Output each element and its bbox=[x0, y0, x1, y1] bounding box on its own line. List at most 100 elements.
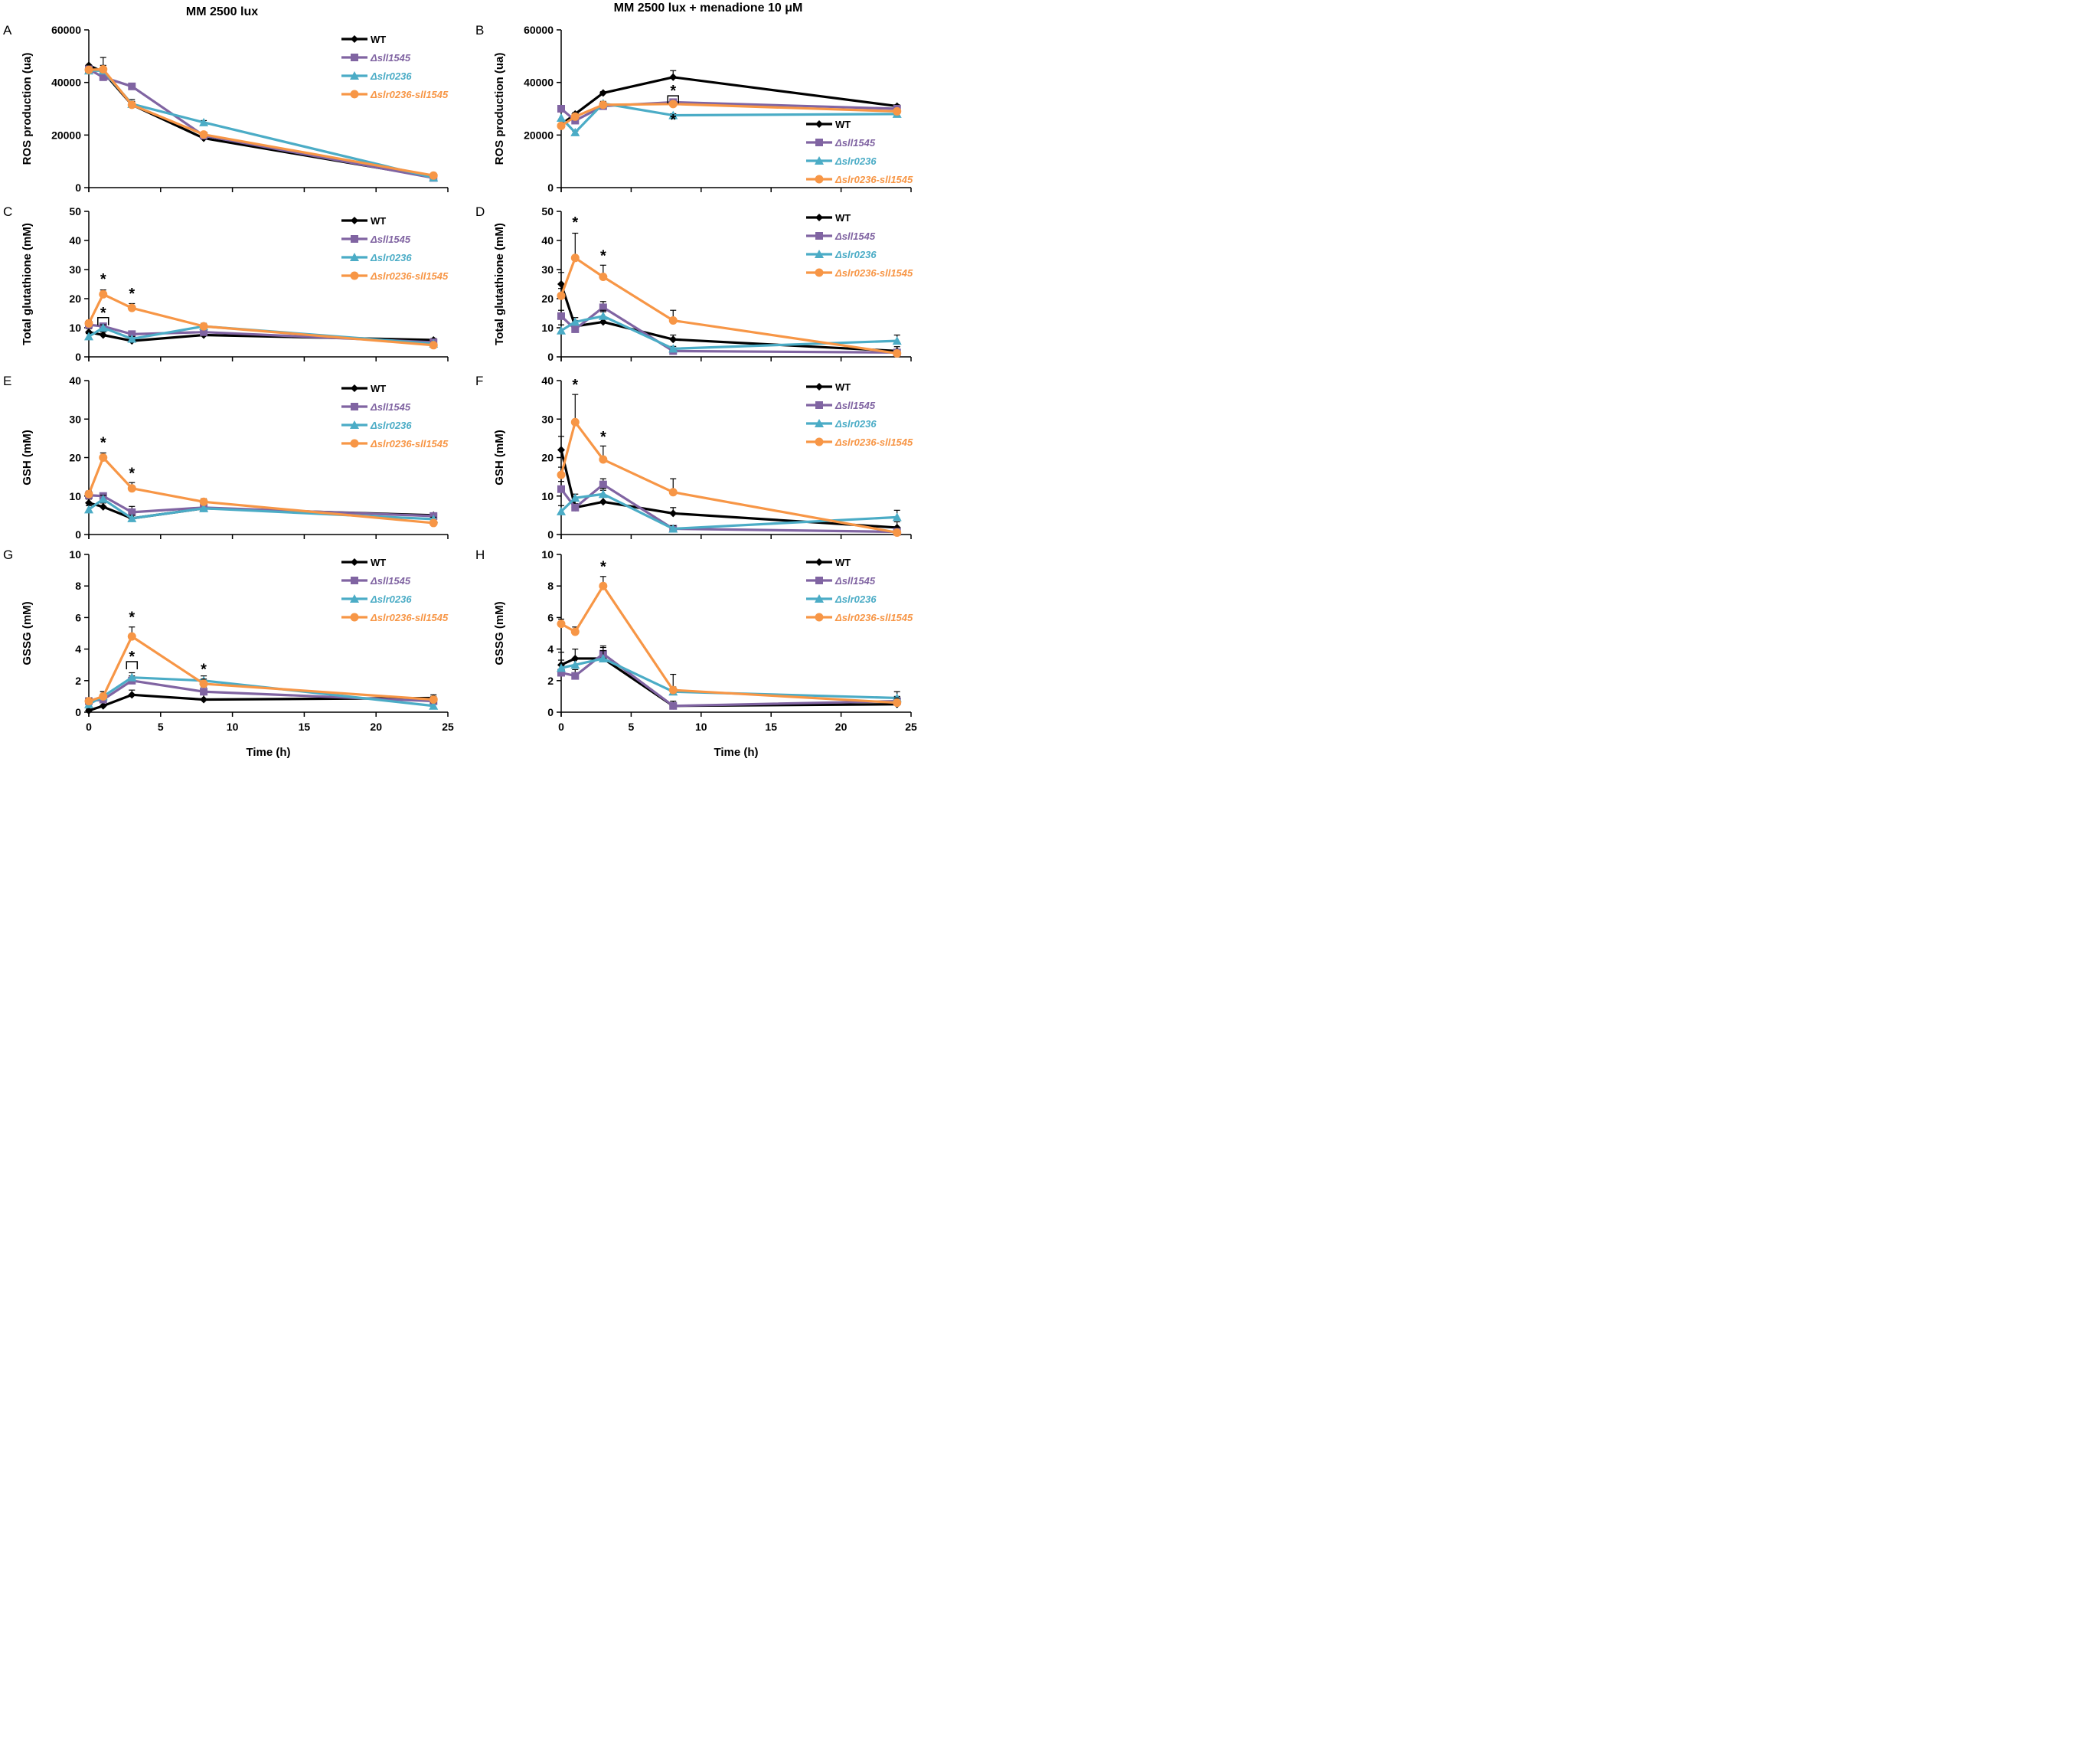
y-tick-label: 6 bbox=[547, 611, 554, 623]
data-point bbox=[199, 117, 209, 126]
legend-marker bbox=[351, 235, 358, 243]
legend-marker bbox=[351, 558, 358, 566]
data-point bbox=[200, 328, 208, 336]
legend-label: Δslr0236 bbox=[370, 252, 412, 263]
significance-marker: * bbox=[600, 429, 606, 446]
y-tick-label: 4 bbox=[75, 643, 81, 656]
legend-marker bbox=[815, 214, 823, 221]
y-tick-label: 30 bbox=[541, 413, 554, 425]
legend: WT Δsll1545 Δslr0236 Δslr0236-sll1545 bbox=[341, 383, 449, 450]
legend-label: Δslr0236-sll1545 bbox=[370, 438, 449, 450]
data-point bbox=[127, 484, 136, 493]
y-tick-label: 50 bbox=[69, 205, 81, 217]
panel-e: E 0 10 20 30 40 GSH (mM) * * WT Δsll1545 Δslr0236 Δs… bbox=[3, 374, 449, 541]
legend-marker bbox=[350, 420, 359, 429]
data-point bbox=[557, 105, 565, 113]
legend-marker bbox=[351, 577, 358, 584]
data-point bbox=[84, 319, 93, 328]
data-point bbox=[892, 336, 902, 345]
y-tick-label: 2 bbox=[75, 675, 81, 687]
series--slr0236-sll1545 bbox=[557, 394, 902, 537]
data-point bbox=[599, 89, 607, 97]
data-point bbox=[570, 417, 580, 427]
significance-marker: * bbox=[129, 610, 135, 626]
series-wt bbox=[557, 272, 901, 355]
series--slr0236-sll1545 bbox=[557, 232, 902, 358]
data-point bbox=[599, 455, 608, 464]
x-tick-label: 5 bbox=[158, 721, 164, 733]
data-point bbox=[599, 100, 608, 110]
panel-letter: B bbox=[475, 23, 484, 38]
series-line bbox=[88, 635, 434, 703]
legend-label: Δslr0236 bbox=[834, 249, 877, 260]
legend-label: WT bbox=[371, 383, 386, 394]
y-axis-title: GSH (mM) bbox=[21, 430, 34, 486]
data-point bbox=[557, 325, 566, 335]
series-line bbox=[88, 494, 434, 518]
significance-marker: * bbox=[100, 305, 106, 322]
data-point bbox=[84, 65, 93, 74]
data-point bbox=[127, 672, 137, 682]
panel-c: C 0 10 20 30 40 50 Total glutathione (mM) * * * WT Δ… bbox=[3, 204, 449, 363]
data-point bbox=[557, 312, 565, 320]
series--slr0236-sll1545 bbox=[84, 289, 438, 350]
data-point bbox=[669, 509, 678, 518]
legend-marker bbox=[815, 437, 824, 446]
significance-bracket bbox=[126, 661, 139, 670]
legend-label: Δslr0236-sll1545 bbox=[370, 612, 449, 623]
y-tick-label: 40000 bbox=[51, 77, 81, 89]
data-point bbox=[598, 311, 608, 320]
panel-letter: H bbox=[475, 548, 485, 562]
legend-label: Δsll1545 bbox=[834, 137, 876, 149]
y-tick-label: 0 bbox=[75, 181, 81, 194]
data-point bbox=[99, 453, 108, 462]
y-tick-label: 40 bbox=[541, 234, 554, 247]
y-tick-label: 0 bbox=[75, 528, 81, 541]
data-point bbox=[99, 331, 107, 339]
y-tick-label: 60000 bbox=[524, 24, 554, 36]
data-point bbox=[669, 73, 678, 81]
significance-marker: * bbox=[670, 83, 676, 100]
data-point bbox=[668, 524, 678, 533]
series--slr0236 bbox=[84, 66, 439, 181]
data-point bbox=[429, 695, 438, 705]
series-line bbox=[88, 67, 434, 177]
x-tick-label: 5 bbox=[629, 721, 635, 733]
data-point bbox=[893, 348, 902, 358]
legend-marker bbox=[815, 613, 824, 622]
panel-letter: D bbox=[475, 204, 485, 219]
legend: WT Δsll1545 Δslr0236 Δslr0236-sll1545 bbox=[806, 557, 913, 623]
legend-marker bbox=[350, 71, 359, 80]
y-tick-label: 0 bbox=[547, 528, 554, 541]
data-point bbox=[599, 480, 607, 489]
data-point bbox=[892, 512, 902, 522]
significance-marker: * bbox=[572, 377, 578, 394]
y-tick-label: 20 bbox=[541, 293, 554, 305]
y-tick-label: 60000 bbox=[51, 24, 81, 36]
legend-marker bbox=[351, 217, 358, 224]
panel-b: B 0 20000 40000 60000 ROS production (ua) * * WT… bbox=[475, 23, 913, 194]
y-axis-title: Total glutathione (mM) bbox=[21, 223, 34, 345]
panel-f: F 0 10 20 30 40 GSH (mM) * * WT Δsll1545 Δslr0236 Δs… bbox=[475, 374, 913, 541]
y-tick-label: 0 bbox=[547, 706, 554, 718]
y-tick-label: 20000 bbox=[524, 129, 554, 141]
series--slr0236-sll1545 bbox=[557, 100, 902, 130]
legend-marker bbox=[351, 54, 358, 61]
data-point bbox=[99, 65, 108, 74]
data-point bbox=[570, 493, 580, 502]
legend-marker bbox=[815, 419, 824, 427]
data-point bbox=[668, 488, 678, 497]
data-point bbox=[599, 273, 608, 281]
y-tick-label: 20 bbox=[69, 452, 81, 464]
data-point bbox=[200, 695, 208, 704]
data-point bbox=[557, 506, 566, 515]
x-axis-title: Time (h) bbox=[714, 746, 758, 759]
legend-marker bbox=[350, 613, 359, 622]
legend-marker bbox=[815, 156, 824, 165]
y-tick-label: 8 bbox=[75, 580, 81, 592]
data-point bbox=[599, 498, 607, 506]
legend-marker bbox=[815, 250, 824, 258]
column-title-left: MM 2500 lux bbox=[186, 5, 258, 18]
x-tick-label: 15 bbox=[765, 721, 777, 733]
series--sll1545 bbox=[85, 65, 438, 182]
